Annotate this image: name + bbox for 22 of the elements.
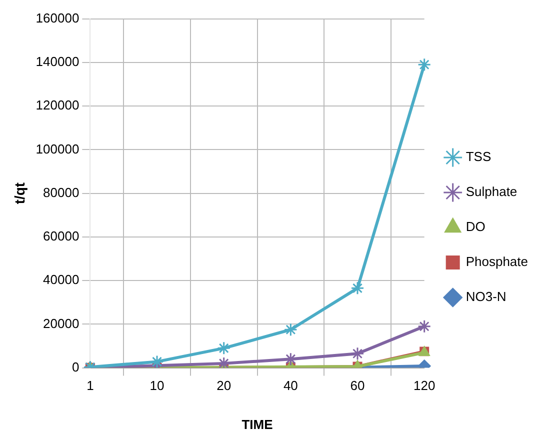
x-axis-title: TIME xyxy=(242,416,274,432)
x-tick-label: 10 xyxy=(150,378,164,394)
y-axis-title: t/qt xyxy=(11,182,28,204)
legend-label: NO3-N xyxy=(466,289,506,304)
legend-label: Sulphate xyxy=(466,184,518,200)
y-tick-label: 140000 xyxy=(36,54,80,70)
x-tick-label: 40 xyxy=(283,378,298,394)
y-tick-label: 60000 xyxy=(43,228,80,244)
y-tick-label: 160000 xyxy=(36,10,80,26)
legend-label: Phosphate xyxy=(466,254,528,270)
y-tick-label: 80000 xyxy=(43,184,80,200)
y-tick-label: 40000 xyxy=(43,272,80,288)
x-tick-label: 60 xyxy=(350,378,365,394)
y-tick-label: 0 xyxy=(72,359,80,374)
legend-label: DO xyxy=(466,219,486,234)
legend-label: TSS xyxy=(466,149,492,164)
x-tick-label: 20 xyxy=(216,378,232,394)
y-tick-label: 100000 xyxy=(36,141,80,156)
x-tick-label: 1 xyxy=(86,378,94,394)
y-tick-label: 20000 xyxy=(43,316,80,331)
x-tick-label: 120 xyxy=(413,378,436,394)
y-tick-label: 120000 xyxy=(36,98,80,113)
